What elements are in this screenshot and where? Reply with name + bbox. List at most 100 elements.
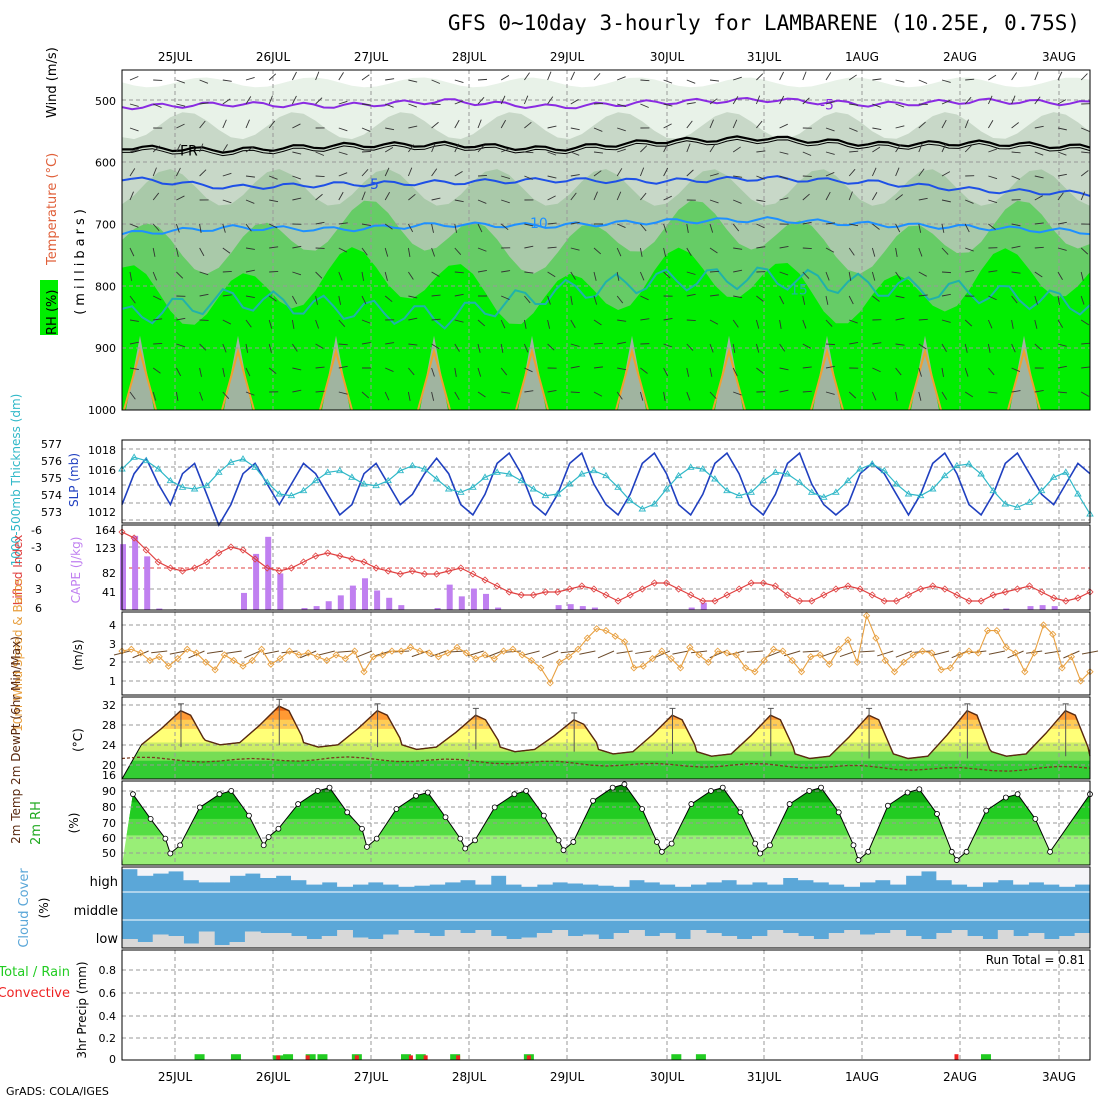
lifted-index-point [420, 570, 429, 578]
lifted-index-point [469, 570, 477, 578]
wind-label: 10m Wind Speed & Barbs [11, 578, 25, 732]
lifted-index-point [638, 585, 646, 593]
wind-barb [244, 650, 261, 659]
wind-speed-point [425, 649, 433, 657]
wind-barb [918, 143, 923, 153]
y-tick-label: 24 [102, 739, 116, 752]
wind-barb [547, 71, 552, 81]
cloud-low-bar [844, 930, 861, 948]
wind-barb [918, 168, 925, 177]
wind-barb [617, 223, 626, 228]
y-tick-label: 90 [102, 785, 116, 798]
wind-barb [315, 151, 325, 156]
cloud-low-bar [506, 939, 522, 948]
wind-barb [733, 295, 743, 299]
thickness-point [202, 481, 211, 489]
wind-barb [291, 319, 295, 329]
wind-speed-point [639, 662, 647, 670]
wind-barb [315, 343, 324, 349]
wind-barb [872, 103, 881, 108]
cloud-high-gap [214, 867, 231, 883]
wind-barb [570, 295, 573, 305]
precipitation-panel: 0.8 0.6 0.4 0.2 0 Run Total = 0.81 Total / Rai… [0, 949, 1091, 1066]
cloud-high-gap [967, 867, 983, 887]
date-label-bottom: 2AUG [943, 1070, 977, 1084]
lifted-index-point [142, 546, 150, 554]
cape-bar [700, 602, 707, 610]
rh-point [246, 812, 252, 819]
y-tick-label: 1014 [88, 485, 116, 498]
wind-barb [941, 143, 947, 153]
wind-speed-point [630, 664, 638, 672]
cloud-low-bar [337, 930, 353, 948]
wind-barb [501, 295, 510, 300]
cloud-low-bar [859, 934, 876, 948]
wind-barb [199, 79, 209, 84]
wind-speed-line [121, 613, 1091, 685]
wind-barb [825, 222, 835, 225]
contour-label: 5 [370, 177, 379, 193]
rh-point [295, 801, 301, 807]
wind-barb [152, 192, 160, 201]
cloud-high-gap [629, 867, 645, 881]
wind-barb [547, 319, 551, 329]
wind-barb [1011, 343, 1016, 353]
temp-label: 2m Temp 2m DewPt (6hr Min/Max) [9, 636, 23, 844]
wind-barb [361, 247, 368, 256]
wind-barb [292, 197, 302, 201]
rh-point [363, 843, 370, 850]
thickness-point [311, 476, 320, 484]
rh-point [719, 784, 726, 791]
wind-speed-point [723, 649, 731, 657]
wind-barb [825, 72, 832, 81]
wind-speed-point [388, 647, 396, 655]
wind-speed-point [881, 656, 889, 665]
cloud-high-gap [1074, 867, 1091, 885]
wind-speed-point [983, 626, 992, 635]
cape-bar [144, 556, 151, 610]
wind-barb [825, 172, 835, 177]
wind-barb [291, 95, 297, 105]
lifted-index-point [977, 597, 985, 605]
wind-barb [1011, 271, 1021, 274]
wind-barb [825, 365, 835, 369]
wind-barb [361, 191, 366, 201]
wind-barb [501, 270, 511, 273]
rh-point [457, 835, 464, 842]
cape-bar [277, 573, 284, 610]
wind-barb [524, 72, 530, 81]
precip-total-bar [401, 1054, 412, 1060]
wind-barb [268, 95, 273, 105]
wind-barb [1011, 295, 1018, 304]
lifted-index-point [892, 597, 900, 605]
wind-speed-point [602, 626, 610, 635]
isotherm-20 [515, 347, 549, 411]
wind-barb [672, 650, 689, 655]
thickness-point [263, 478, 271, 485]
wind-barb [941, 100, 951, 105]
cloud-low-bar [997, 930, 1014, 948]
wind-barb [686, 102, 696, 105]
wind-barb [872, 78, 882, 81]
wind-barb [941, 367, 944, 377]
wind-barb [849, 150, 859, 153]
wind-barb [199, 343, 207, 351]
wind-barb [779, 197, 789, 201]
cloud-high-gap [644, 867, 661, 883]
wind-barb [663, 143, 669, 153]
thickness-point [444, 485, 453, 492]
wind-speed-point [406, 643, 415, 652]
diurnal-spike [322, 335, 350, 410]
thickness-point [142, 456, 150, 464]
precip-total-bar [695, 1054, 706, 1060]
rh-point [621, 781, 628, 788]
isotherm-20 [615, 347, 649, 411]
wind-barb [1057, 295, 1060, 305]
lifted-index-point [517, 591, 525, 599]
y-tick-label: 20 [102, 759, 116, 772]
y-tick-label: 575 [41, 472, 62, 485]
thickness-point [565, 480, 574, 487]
wind-barb [802, 247, 812, 250]
wind-barb [756, 175, 765, 180]
wind-barb [895, 144, 901, 153]
